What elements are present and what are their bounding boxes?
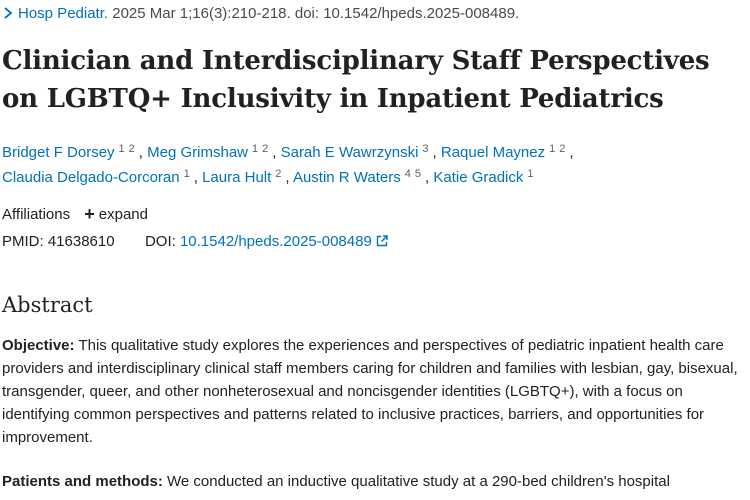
citation-details: 2025 Mar 1;16(3):210-218. doi: 10.1542/h…	[112, 5, 520, 22]
doi-value: 10.1542/hpeds.2025-008489	[179, 233, 372, 250]
author-link[interactable]: Bridget F Dorsey	[2, 144, 115, 161]
objective-text: This qualitative study explores the expe…	[2, 337, 738, 446]
affiliation-ref[interactable]: 1	[527, 168, 534, 180]
author-affiliation-refs: 1	[527, 168, 537, 180]
author-link[interactable]: Austin R Waters	[292, 169, 401, 186]
pmid-value: 41638610	[47, 233, 115, 250]
abstract-methods: Patients and methods: We conducted an in…	[2, 470, 747, 493]
author-link[interactable]: Katie Gradick	[433, 169, 524, 186]
identifiers-row: PMID: 41638610 DOI: 10.1542/hpeds.2025-0…	[2, 231, 388, 253]
affiliation-ref[interactable]: 3	[422, 143, 429, 155]
affiliation-ref[interactable]: 2	[128, 143, 135, 155]
external-link-icon	[376, 235, 388, 247]
author-affiliation-refs: 3	[422, 143, 432, 155]
author-link[interactable]: Raquel Maynez	[440, 144, 546, 161]
author-link[interactable]: Meg Grimshaw	[147, 144, 248, 161]
affiliation-ref[interactable]: 1	[549, 143, 556, 155]
affiliation-ref[interactable]: 1	[252, 143, 259, 155]
author-affiliation-refs: 1	[184, 168, 194, 180]
methods-label: Patients and methods:	[2, 473, 163, 490]
affiliations-row: Affiliations + expand	[2, 203, 148, 226]
author-list: Bridget F Dorsey 1 2, Meg Grimshaw 1 2, Sara…	[2, 143, 574, 187]
author-affiliation-refs: 2	[275, 168, 285, 180]
affiliation-ref[interactable]: 4	[404, 168, 411, 180]
methods-text: We conducted an inductive qualitative st…	[167, 473, 670, 490]
article-title: Clinician and Interdisciplinary Staff Pe…	[2, 46, 710, 114]
abstract-heading: Abstract	[2, 293, 93, 317]
affiliation-ref[interactable]: 1	[183, 168, 190, 180]
doi-label: DOI:	[144, 233, 176, 250]
pmid-label: PMID:	[2, 233, 44, 250]
journal-link[interactable]: Hosp Pediatr.	[18, 5, 109, 22]
affiliation-ref[interactable]: 2	[262, 143, 269, 155]
plus-icon: +	[84, 204, 95, 224]
abstract-objective: Objective: This qualitative study explor…	[2, 334, 747, 449]
affiliation-ref[interactable]: 2	[275, 168, 282, 180]
affiliation-ref[interactable]: 2	[559, 143, 566, 155]
expand-affiliations-button[interactable]: + expand	[84, 204, 148, 224]
affiliations-label: Affiliations	[2, 206, 71, 223]
author-link[interactable]: Sarah E Wawrzynski	[280, 144, 419, 161]
affiliation-ref[interactable]: 5	[414, 168, 421, 180]
objective-label: Objective:	[2, 337, 75, 354]
doi-link[interactable]: 10.1542/hpeds.2025-008489	[180, 233, 388, 250]
author-link[interactable]: Laura Hult	[202, 169, 272, 186]
chevron-right-icon	[4, 7, 13, 19]
author-link[interactable]: Claudia Delgado-Corcoran	[2, 169, 180, 186]
expand-label: expand	[98, 206, 148, 223]
citation-line: Hosp Pediatr. 2025 Mar 1;16(3):210-218. …	[2, 4, 519, 24]
affiliation-ref[interactable]: 1	[118, 143, 125, 155]
